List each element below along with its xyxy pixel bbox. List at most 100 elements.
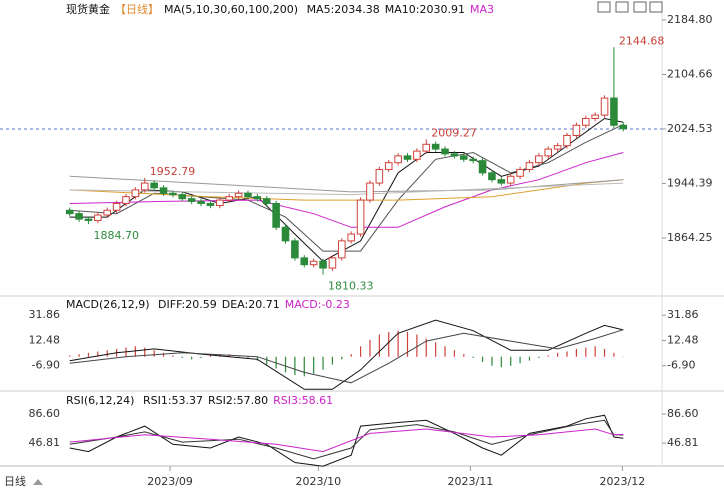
candle-body — [272, 202, 280, 228]
indicator: MA(5,10,30,60,100,200) — [164, 3, 299, 16]
candle-body — [65, 209, 74, 215]
candle-body — [403, 155, 412, 160]
candle-body — [309, 260, 318, 266]
y-tick-label: 12.48 — [29, 333, 61, 346]
rsi-header: RSI(6,12,24) RSI1:53.37 RSI2:57.80 RSI3:58… — [66, 394, 338, 407]
legend-item: MA5:2034.38 — [306, 3, 380, 16]
candle-body — [300, 257, 309, 266]
legend-item: DIFF:20.59 — [158, 298, 217, 311]
candle-body — [356, 199, 365, 235]
legend-item: MA3 — [470, 3, 495, 16]
candle-body — [525, 162, 534, 170]
candle-body — [431, 143, 440, 150]
price-annotation: 1810.33 — [328, 280, 374, 293]
candle-body — [422, 143, 431, 152]
candle-body — [169, 192, 177, 196]
tool-icon[interactable] — [633, 1, 647, 13]
candle-body — [572, 124, 581, 136]
candle-body — [75, 213, 83, 220]
candle-body — [281, 226, 290, 242]
candle-body — [328, 257, 337, 269]
y-tick-label: 31.86 — [667, 308, 699, 321]
candle-body — [140, 182, 149, 191]
x-tick-label: 2023/12 — [600, 475, 646, 488]
x-tick-label: 2023/09 — [147, 475, 193, 488]
candle-body — [319, 260, 327, 269]
candle-body — [394, 155, 402, 164]
tool-icon[interactable] — [615, 1, 629, 13]
tool-icon[interactable] — [649, 1, 663, 13]
candle-body — [366, 182, 374, 201]
macd-header: MACD(26,12,9) DIFF:20.59 DEA:20.71 MACD:-0… — [66, 298, 355, 311]
candle-body — [234, 192, 243, 198]
candle-body — [159, 187, 168, 194]
candle-body — [103, 209, 112, 216]
y-tick-label: 46.81 — [29, 436, 61, 449]
period: 【日线】 — [115, 3, 159, 16]
candle-body — [178, 194, 187, 200]
candle-body — [197, 200, 205, 204]
legend-item: MA10:2030.91 — [384, 3, 465, 16]
candle-body — [610, 97, 618, 126]
tool-icon[interactable] — [597, 1, 611, 13]
candle-body — [506, 175, 515, 184]
candle-body — [216, 199, 224, 207]
candle-body — [131, 189, 140, 198]
candle-body — [619, 124, 628, 130]
price-annotation: 2009.27 — [431, 126, 477, 139]
indicator-line — [69, 329, 624, 384]
y-tick-label: 1944.39 — [667, 176, 713, 189]
y-tick-label: 86.60 — [29, 407, 61, 420]
candle-body — [591, 114, 599, 119]
y-tick-label: 46.81 — [667, 436, 699, 449]
candle-body — [413, 150, 421, 160]
y-tick-label: 2104.66 — [667, 67, 713, 80]
price-annotation: 1884.70 — [93, 229, 139, 242]
x-tick-label: 2023/10 — [295, 475, 341, 488]
candle-body — [291, 240, 299, 259]
candle-body — [84, 218, 93, 221]
y-tick-label: -6.90 — [32, 359, 60, 372]
candle-body — [206, 202, 215, 207]
candle-body — [187, 198, 196, 202]
legend-item: RSI2:57.80 — [208, 394, 269, 407]
candle-body — [122, 196, 130, 204]
candle-body — [535, 155, 543, 164]
candle-body — [600, 97, 609, 116]
indicator: MACD(26,12,9) — [66, 298, 150, 311]
candle-body — [553, 145, 562, 150]
candle-body — [262, 198, 271, 204]
dropdown-icon[interactable] — [33, 479, 43, 485]
candle-body — [478, 160, 487, 174]
candle-body — [94, 214, 102, 221]
candle-body — [244, 192, 252, 198]
candle-body — [497, 179, 506, 184]
y-tick-label: -6.90 — [667, 359, 695, 372]
candle-body — [338, 240, 346, 259]
legend-item: RSI3:58.61 — [273, 394, 334, 407]
indicator-line — [69, 419, 624, 460]
period-tab[interactable]: 日线 — [4, 474, 26, 488]
candle-body — [581, 117, 590, 126]
candle-body — [441, 148, 449, 155]
price-annotation: 2144.68 — [619, 34, 665, 47]
candle-body — [516, 168, 524, 177]
indicator-line — [69, 414, 624, 467]
legend-item: MACD:-0.23 — [284, 298, 350, 311]
indicator-line — [69, 428, 624, 453]
x-tick-label: 2023/11 — [448, 475, 494, 488]
main-header: 现货黄金 【日线】 MA(5,10,30,60,100,200) MA5:2034.… — [66, 1, 499, 17]
candle-body — [347, 233, 355, 242]
candle-body — [384, 162, 393, 170]
candle-body — [488, 172, 496, 181]
y-tick-label: 2184.80 — [667, 13, 713, 26]
candle-body — [150, 182, 158, 189]
candle-body — [563, 134, 571, 147]
candle-body — [469, 158, 477, 162]
y-tick-label: 1864.25 — [667, 231, 713, 244]
candle-body — [375, 168, 384, 184]
legend-item: DEA:20.71 — [221, 298, 280, 311]
candle-body — [253, 196, 262, 200]
y-tick-label: 86.60 — [667, 407, 699, 420]
